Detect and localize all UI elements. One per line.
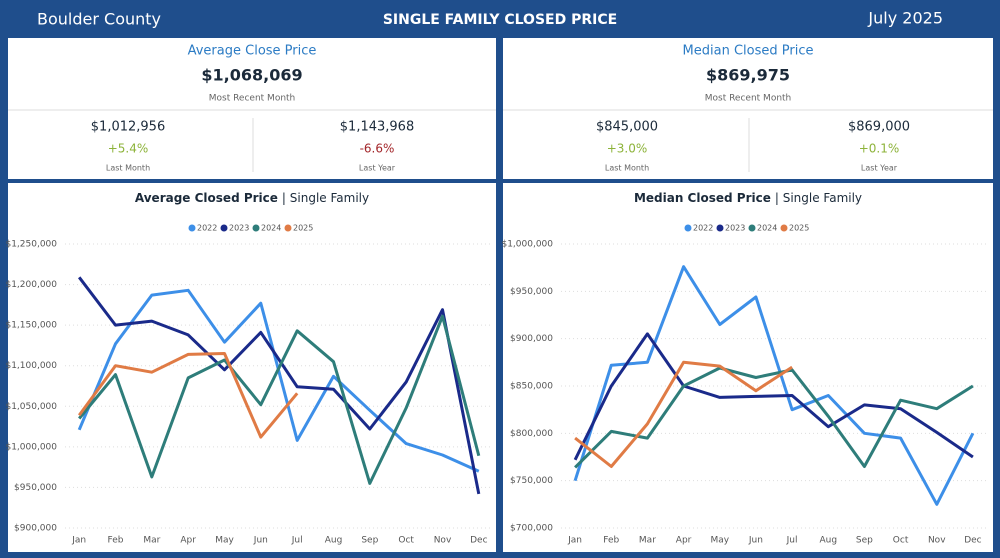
legend-label: 2024 — [757, 224, 777, 233]
x-tick-label: Nov — [928, 536, 946, 546]
x-tick-label: Mar — [143, 536, 160, 546]
y-tick-label: $1,000,000 — [501, 240, 553, 250]
series-line — [77, 352, 299, 439]
series-line — [78, 314, 481, 485]
series-line — [573, 332, 974, 461]
kpi-panel — [503, 38, 993, 179]
y-tick-label: $700,000 — [510, 524, 553, 534]
x-tick-label: Nov — [434, 536, 452, 546]
legend-label: 2025 — [789, 224, 809, 233]
legend-label: 2023 — [229, 224, 249, 233]
comparison-label: Last Month — [106, 164, 150, 173]
comparison-value: $845,000 — [596, 120, 658, 135]
kpi-title: Median Closed Price — [683, 44, 814, 59]
title-sub: | Single Family — [282, 191, 369, 205]
x-tick-label: Oct — [893, 536, 909, 546]
comparison-change: +0.1% — [859, 142, 900, 156]
comparison-change: -6.6% — [360, 142, 395, 156]
y-tick-label: $850,000 — [510, 382, 553, 392]
x-tick-label: Aug — [325, 536, 343, 546]
legend-marker — [188, 224, 196, 232]
legend-marker — [716, 224, 724, 232]
kpi-caption: Most Recent Month — [705, 94, 792, 104]
x-tick-label: Jun — [748, 536, 763, 546]
x-tick-label: Mar — [639, 536, 656, 546]
legend-label: 2023 — [725, 224, 745, 233]
y-tick-label: $1,200,000 — [5, 280, 57, 290]
y-tick-label: $950,000 — [14, 483, 57, 493]
legend-label: 2024 — [261, 224, 281, 233]
x-tick-label: Oct — [398, 536, 414, 546]
kpi-title: Average Close Price — [188, 44, 317, 59]
legend-marker — [252, 224, 260, 232]
legend-label: 2025 — [293, 224, 313, 233]
x-tick-label: Feb — [108, 536, 124, 546]
series-line — [77, 288, 480, 473]
comparison-label: Last Year — [861, 164, 898, 173]
kpi-caption: Most Recent Month — [209, 94, 296, 104]
x-tick-label: Aug — [819, 536, 837, 546]
x-tick-label: Jun — [253, 536, 268, 546]
y-tick-label: $1,100,000 — [5, 361, 57, 371]
chart-panel — [503, 183, 993, 552]
legend-marker — [284, 224, 292, 232]
x-tick-label: Sep — [856, 536, 873, 546]
series-line — [78, 276, 481, 495]
title-main: Average Closed Price — [135, 191, 278, 205]
x-tick-label: Apr — [676, 536, 692, 546]
x-tick-label: May — [215, 536, 234, 546]
title-main: Median Closed Price — [634, 191, 771, 205]
x-tick-label: Apr — [180, 536, 196, 546]
legend-marker — [748, 224, 756, 232]
x-tick-label: Jan — [567, 536, 582, 546]
x-tick-label: May — [710, 536, 729, 546]
y-tick-label: $900,000 — [14, 524, 57, 534]
y-tick-label: $950,000 — [510, 287, 553, 297]
comparison-value: $869,000 — [848, 120, 910, 135]
title-sub: | Single Family — [775, 191, 862, 205]
comparison-change: +5.4% — [108, 142, 149, 156]
x-tick-label: Feb — [603, 536, 619, 546]
kpi-value: $1,068,069 — [201, 66, 302, 85]
x-tick-label: Sep — [361, 536, 378, 546]
region: Boulder County — [37, 10, 161, 29]
comparison-label: Last Month — [605, 164, 649, 173]
comparison-change: +3.0% — [607, 142, 648, 156]
legend-marker — [220, 224, 228, 232]
page-title: SINGLE FAMILY CLOSED PRICE — [383, 12, 617, 28]
y-tick-label: $900,000 — [510, 334, 553, 344]
kpi-panel — [8, 38, 496, 179]
kpi-value: $869,975 — [706, 66, 790, 85]
legend-label: 2022 — [693, 224, 713, 233]
legend-marker — [684, 224, 692, 232]
y-tick-label: $750,000 — [510, 476, 553, 486]
comparison-value: $1,012,956 — [91, 120, 165, 135]
y-tick-label: $800,000 — [510, 429, 553, 439]
chart-title: Average Closed Price | Single Family — [135, 191, 369, 205]
period: July 2025 — [867, 9, 943, 28]
y-tick-label: $1,150,000 — [5, 321, 57, 331]
legend-label: 2022 — [197, 224, 217, 233]
series-line — [573, 265, 975, 506]
comparison-value: $1,143,968 — [340, 120, 414, 135]
series-line — [574, 360, 793, 468]
legend-marker — [780, 224, 788, 232]
comparison-label: Last Year — [359, 164, 396, 173]
x-tick-label: Jul — [291, 536, 303, 546]
y-tick-label: $1,000,000 — [5, 442, 57, 452]
x-tick-label: Dec — [470, 536, 487, 546]
chart-title: Median Closed Price | Single Family — [634, 191, 862, 205]
x-tick-label: Dec — [964, 536, 981, 546]
x-tick-label: Jan — [71, 536, 86, 546]
x-tick-label: Jul — [786, 536, 798, 546]
y-tick-label: $1,250,000 — [5, 240, 57, 250]
series-line — [574, 366, 974, 469]
y-tick-label: $1,050,000 — [5, 402, 57, 412]
